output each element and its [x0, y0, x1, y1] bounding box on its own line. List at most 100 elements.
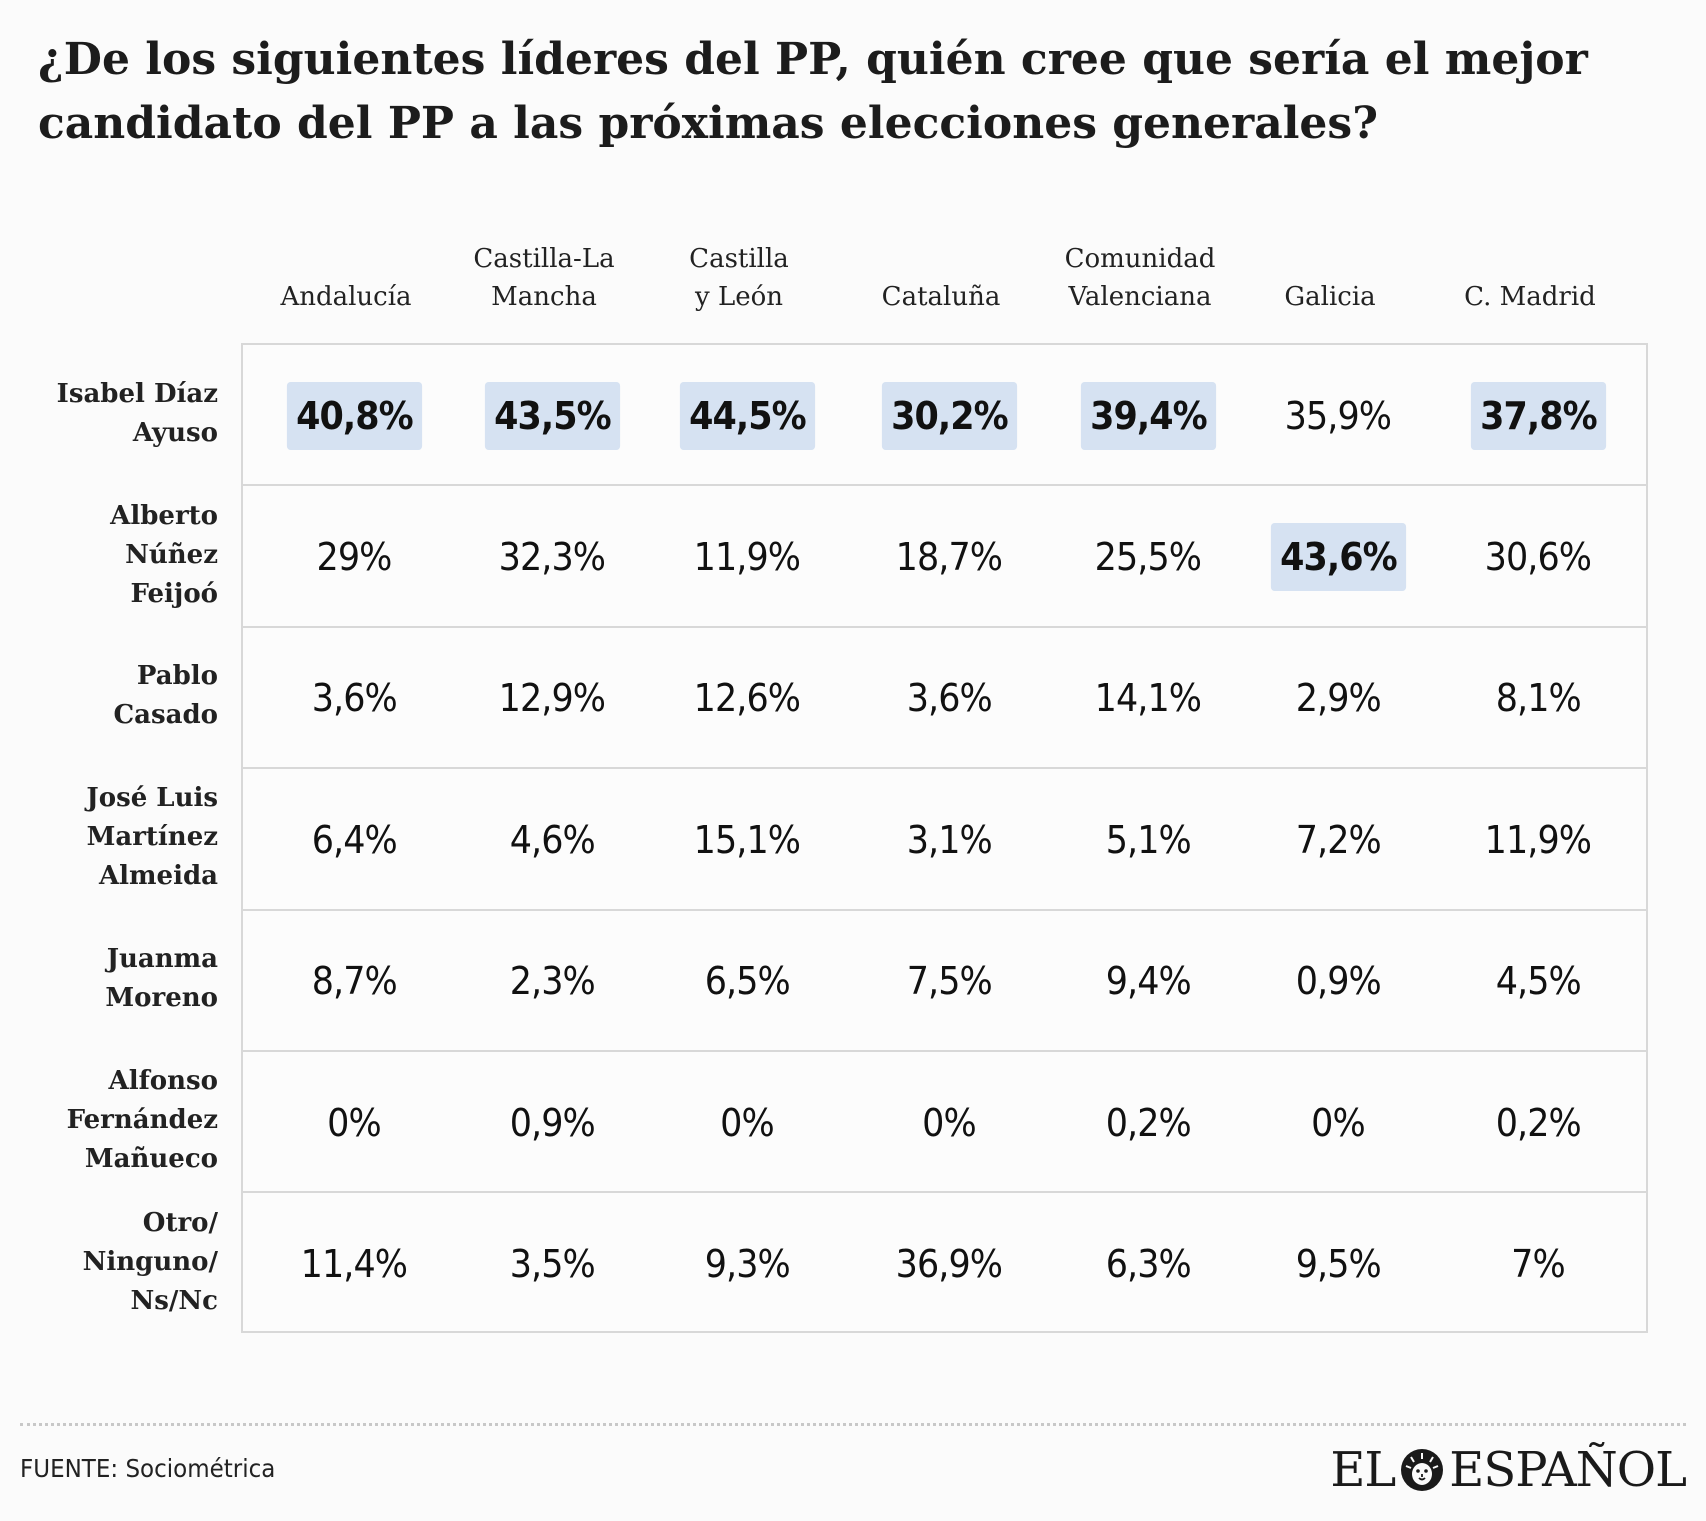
column-header: Comunidad Valenciana	[1064, 244, 1216, 312]
table-cell: 30,2%	[849, 345, 1049, 486]
table-cell: 40,8%	[254, 345, 454, 486]
table-cell: 7,2%	[1238, 769, 1438, 910]
table-cell: 8,7%	[254, 911, 454, 1052]
cell-value: 6,5%	[704, 959, 790, 1004]
column-header: Cataluña	[881, 282, 1001, 312]
cell-value: 11,9%	[693, 535, 801, 580]
cell-value: 12,9%	[498, 676, 606, 721]
table-cell: 6,4%	[254, 769, 454, 910]
table-cell: 6,3%	[1048, 1193, 1248, 1334]
table-cell: 9,4%	[1048, 911, 1248, 1052]
table-cell: 3,6%	[849, 628, 1049, 769]
table-cell: 11,4%	[254, 1193, 454, 1334]
lion-head-icon	[1401, 1449, 1444, 1491]
table-cell: 14,1%	[1048, 628, 1248, 769]
cell-value: 0%	[327, 1100, 382, 1145]
table-cell: 0,9%	[1238, 911, 1438, 1052]
table-cell: 36,9%	[849, 1193, 1049, 1334]
cell-value: 11,4%	[300, 1242, 408, 1287]
row-divider	[243, 1050, 1646, 1052]
row-divider	[243, 625, 1646, 628]
column-header: Andalucía	[280, 282, 412, 312]
footer-divider	[20, 1423, 1686, 1426]
table-cell: 0,2%	[1048, 1052, 1248, 1193]
table-cell: 25,5%	[1048, 486, 1248, 627]
column-header: Galicia	[1284, 282, 1376, 312]
source-note: FUENTE: Sociométrica	[20, 1454, 276, 1483]
cell-value: 3,1%	[906, 817, 992, 862]
cell-value: 30,6%	[1484, 535, 1592, 580]
highlighted-value: 39,4%	[1080, 381, 1216, 450]
logo-text-right: ESPAÑOL	[1449, 1442, 1687, 1498]
table-cell: 7,5%	[849, 911, 1049, 1052]
column-header: Castilla y León	[689, 244, 789, 312]
highlighted-value: 37,8%	[1470, 381, 1606, 450]
highlighted-value: 43,6%	[1270, 523, 1406, 592]
cell-value: 3,6%	[311, 676, 397, 721]
cell-value: 25,5%	[1094, 535, 1202, 580]
logo-text-left: EL	[1330, 1442, 1396, 1498]
cell-value: 11,9%	[1484, 817, 1592, 862]
table-cell: 37,8%	[1438, 345, 1638, 486]
table-cell: 0%	[254, 1052, 454, 1193]
highlighted-value: 30,2%	[881, 381, 1017, 450]
table-cell: 18,7%	[849, 486, 1049, 627]
cell-value: 4,5%	[1495, 959, 1581, 1004]
cell-value: 18,7%	[895, 535, 1003, 580]
table-cell: 4,5%	[1438, 911, 1638, 1052]
table-cell: 11,9%	[1438, 769, 1638, 910]
row-label: Otro/ Ninguno/ Ns/Nc	[82, 1207, 218, 1316]
row-label: Isabel Díaz Ayuso	[56, 378, 218, 448]
table-cell: 2,9%	[1238, 628, 1438, 769]
cell-value: 3,5%	[509, 1242, 595, 1287]
cell-value: 9,3%	[704, 1242, 790, 1287]
table-cell: 0,2%	[1438, 1052, 1638, 1193]
row-label: José Luis Martínez Almeida	[86, 783, 218, 892]
cell-value: 5,1%	[1105, 817, 1191, 862]
table-cell: 6,5%	[647, 911, 847, 1052]
table-cell: 3,5%	[452, 1193, 652, 1334]
row-divider	[243, 908, 1646, 911]
el-espanol-logo: EL ESPAÑOL	[1330, 1442, 1687, 1498]
cell-value: 12,6%	[693, 676, 801, 721]
cell-value: 8,1%	[1495, 676, 1581, 721]
table-cell: 7%	[1438, 1193, 1638, 1334]
table-cell: 35,9%	[1238, 345, 1438, 486]
table-cell: 5,1%	[1048, 769, 1248, 910]
cell-value: 3,6%	[906, 676, 992, 721]
table-cell: 4,6%	[452, 769, 652, 910]
table-cell: 0%	[1238, 1052, 1438, 1193]
table-cell: 43,5%	[452, 345, 652, 486]
cell-value: 8,7%	[311, 959, 397, 1004]
cell-value: 9,4%	[1105, 959, 1191, 1004]
chart-title: ¿De los siguientes líderes del PP, quién…	[38, 34, 1588, 149]
row-divider	[243, 484, 1646, 487]
cell-value: 36,9%	[895, 1242, 1003, 1287]
table-cell: 0%	[849, 1052, 1049, 1193]
cell-value: 0%	[720, 1100, 775, 1145]
cell-value: 32,3%	[498, 535, 606, 580]
row-divider	[243, 1191, 1646, 1194]
highlighted-value: 44,5%	[679, 381, 815, 450]
table-cell: 3,6%	[254, 628, 454, 769]
cell-value: 7,2%	[1295, 817, 1381, 862]
cell-value: 0,9%	[1295, 959, 1381, 1004]
cell-value: 0%	[1311, 1100, 1366, 1145]
cell-value: 7,5%	[906, 959, 992, 1004]
cell-value: 29%	[316, 535, 393, 580]
row-label: Alberto Núñez Feijoó	[110, 500, 218, 609]
cell-value: 2,9%	[1295, 676, 1381, 721]
table-cell: 11,9%	[647, 486, 847, 627]
table-cell: 43,6%	[1238, 486, 1438, 627]
cell-value: 2,3%	[509, 959, 595, 1004]
cell-value: 6,4%	[311, 817, 397, 862]
cell-value: 15,1%	[693, 817, 801, 862]
cell-value: 6,3%	[1105, 1242, 1191, 1287]
table-cell: 12,6%	[647, 628, 847, 769]
cell-value: 35,9%	[1284, 393, 1392, 438]
cell-value: 9,5%	[1295, 1242, 1381, 1287]
table-cell: 0,9%	[452, 1052, 652, 1193]
table-cell: 32,3%	[452, 486, 652, 627]
cell-value: 0,2%	[1495, 1100, 1581, 1145]
table-cell: 30,6%	[1438, 486, 1638, 627]
